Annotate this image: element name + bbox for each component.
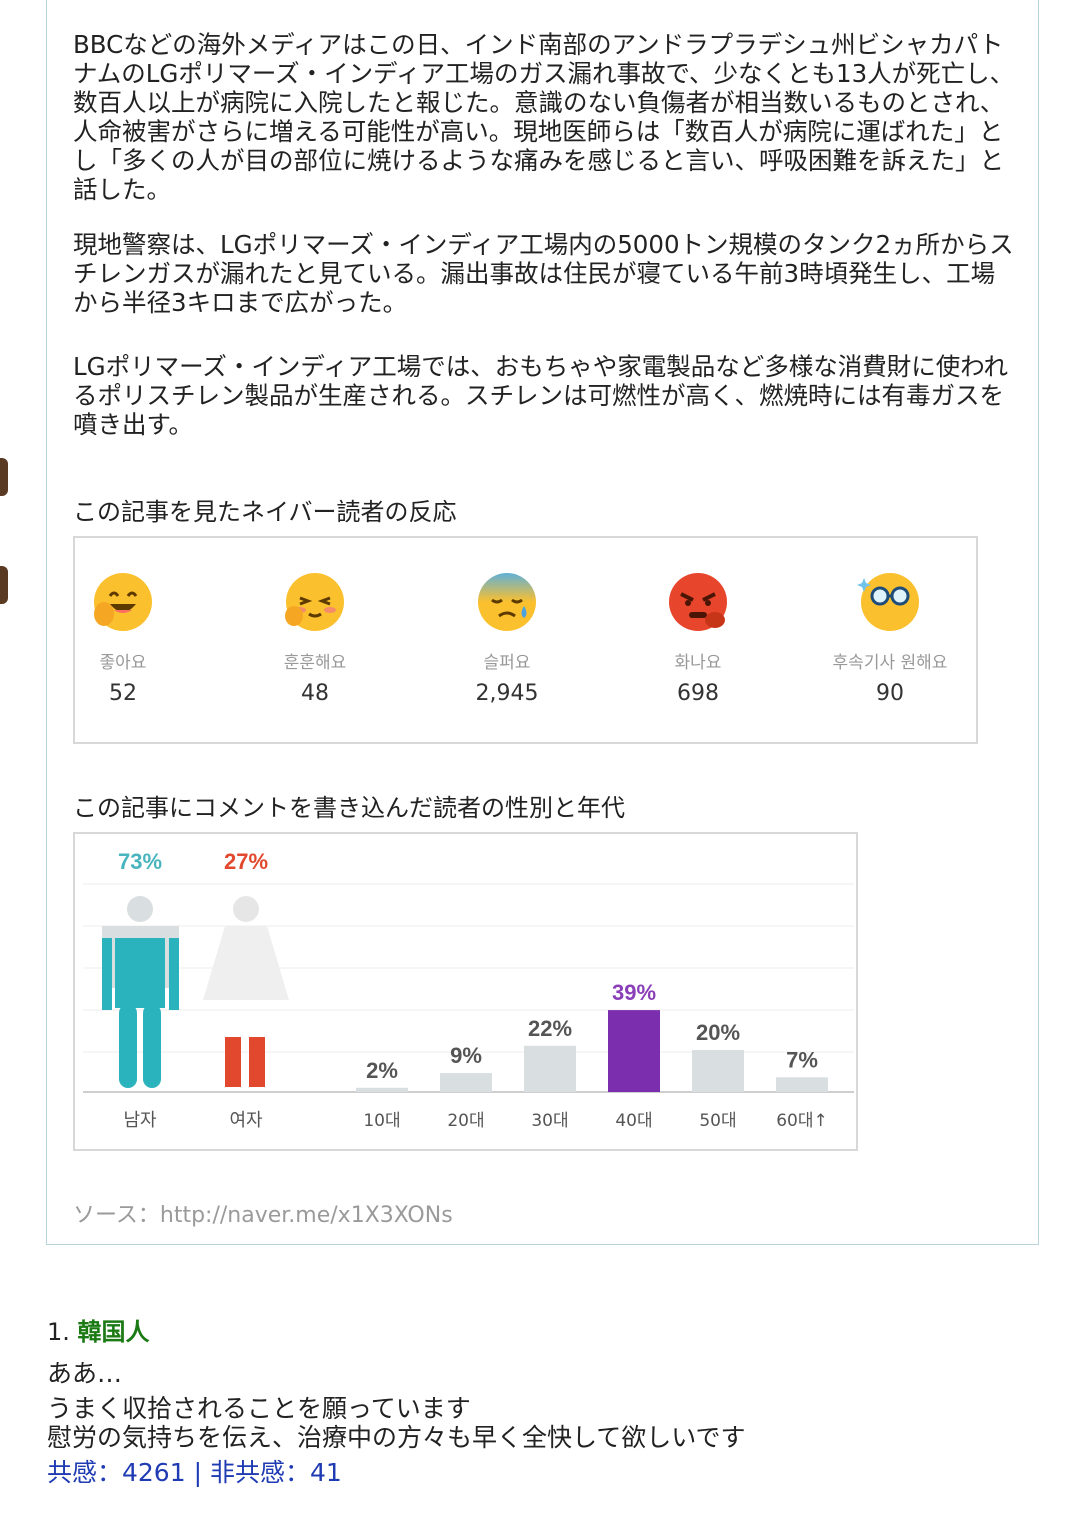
reaction-count: 2,945 [475, 681, 539, 706]
reaction-label: 좋아요 [99, 653, 147, 673]
male-percent-label: 73% [118, 849, 162, 874]
reaction-like[interactable]: 좋아요 52 [48, 570, 198, 706]
male-figure-icon [102, 896, 179, 1088]
demographics-chart: 73% 27% 남자 여자 2% 10대 9% 20대 22% 30대 39% 40대 20% 5… [73, 832, 858, 1151]
male-label: 남자 [123, 1110, 157, 1131]
comment-text-line: ああ… [47, 1359, 123, 1388]
reaction-label: 화나요 [674, 653, 722, 673]
female-figure-icon [203, 896, 289, 1087]
demographics-chart-svg: 73% 27% 남자 여자 2% 10대 9% 20대 22% 30대 39% 40대 20% 5… [83, 849, 854, 1131]
age-bar-value-label: 22% [528, 1016, 572, 1041]
age-bar [608, 1010, 660, 1092]
reaction-label: 후속기사 원해요 [832, 653, 948, 673]
age-category-label: 10대 [363, 1111, 400, 1131]
female-label: 여자 [229, 1110, 263, 1131]
article-paragraph: BBCなどの海外メディアはこの日、インド南部のアンドラプラデシュ州ビシャカパトナ… [73, 30, 1015, 204]
age-bar-value-label: 20% [696, 1020, 740, 1045]
comment-number: 1. [47, 1318, 70, 1346]
reaction-count: 90 [876, 681, 904, 706]
reaction-label: 훈훈해요 [283, 653, 347, 673]
reaction-angry[interactable]: 화나요 698 [623, 570, 773, 706]
reaction-sad[interactable]: 슬퍼요 2,945 [432, 570, 582, 706]
laughing-face-icon [94, 573, 152, 631]
reactions-panel: 좋아요 52 훈훈해요 48 [73, 536, 978, 744]
angry-face-icon [669, 573, 727, 631]
age-category-label: 20대 [447, 1111, 484, 1131]
reaction-warm[interactable]: 훈훈해요 48 [240, 570, 390, 706]
age-bar [524, 1045, 576, 1092]
demographics-title: この記事にコメントを書き込んだ読者の性別と年代 [73, 794, 625, 822]
age-bar [776, 1077, 828, 1092]
reactions-title: この記事を見たネイバー読者の反応 [73, 498, 457, 526]
sad-face-icon [478, 573, 536, 631]
side-tab-lower[interactable] [0, 566, 8, 604]
age-bar [356, 1087, 408, 1092]
article-paragraph: LGポリマーズ・インディア工場では、おもちゃや家電製品など多様な消費財に使われる… [73, 352, 1008, 439]
source-link[interactable]: ソース：http://naver.me/x1X3XONs [73, 1203, 453, 1228]
age-bar-value-label: 7% [786, 1047, 818, 1072]
age-category-label: 50대 [699, 1111, 736, 1131]
article-quote-box: BBCなどの海外メディアはこの日、インド南部のアンドラプラデシュ州ビシャカパトナ… [46, 0, 1039, 1245]
reaction-count: 48 [301, 681, 329, 706]
reaction-count: 52 [109, 681, 137, 706]
comment-item: 1. 韓国人 ああ… うまく収拾されることを願っています 慰労の気持ちを伝え、治… [47, 1312, 1047, 1489]
reaction-count: 698 [677, 681, 719, 706]
age-bar [440, 1073, 492, 1092]
reaction-want-follow-up[interactable]: 후속기사 원해요 90 [815, 570, 965, 706]
comment-text-line: 慰労の気持ちを伝え、治療中の方々も早く全快して欲しいです [47, 1423, 746, 1452]
embarrassed-face-icon [285, 573, 344, 631]
age-bar [692, 1050, 744, 1092]
age-bar-value-label: 2% [366, 1058, 398, 1083]
comment-text-line: うまく収拾されることを願っています [47, 1394, 471, 1423]
age-bar-value-label: 9% [450, 1043, 482, 1068]
female-percent-label: 27% [224, 849, 268, 874]
comment-author[interactable]: 韓国人 [77, 1318, 150, 1346]
age-category-label: 40대 [615, 1111, 652, 1131]
comment-header: 1. 韓国人 [47, 1312, 1047, 1347]
glasses-face-icon [857, 573, 919, 631]
comment-votes[interactable]: 共感：4261 | 非共感：41 [47, 1458, 342, 1487]
reaction-label: 슬퍼요 [483, 653, 531, 673]
age-bar-value-label: 39% [612, 980, 656, 1005]
side-tab-upper[interactable] [0, 458, 8, 496]
age-category-label: 60대↑ [776, 1111, 828, 1131]
age-category-label: 30대 [531, 1111, 568, 1131]
article-paragraph: 現地警察は、LGポリマーズ・インディア工場内の5000トン規模のタンク2ヵ所から… [73, 230, 1014, 317]
